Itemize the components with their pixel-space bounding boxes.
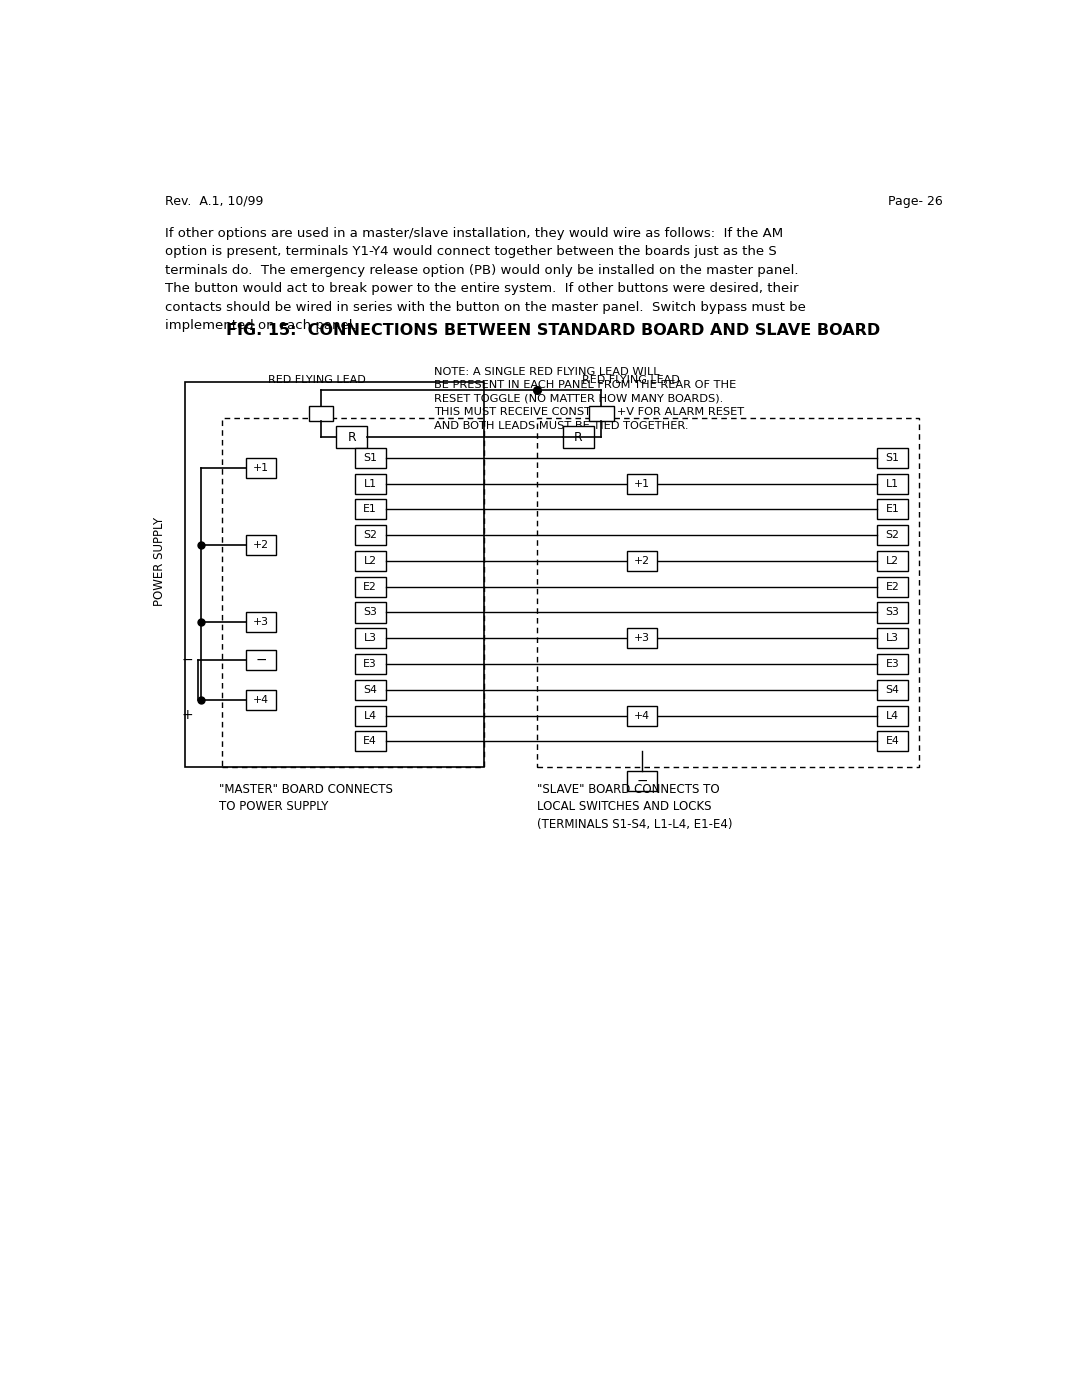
Text: S2: S2 [363, 531, 377, 541]
Bar [355, 602, 386, 623]
Bar [355, 629, 386, 648]
Bar [355, 680, 386, 700]
Text: L4: L4 [364, 711, 377, 721]
Text: +1: +1 [253, 462, 269, 472]
Bar [877, 654, 907, 673]
Bar [222, 418, 484, 767]
Text: L3: L3 [364, 633, 377, 643]
Text: If other options are used in a master/slave installation, they would wire as fol: If other options are used in a master/sl… [164, 226, 806, 332]
Text: RED FLYING LEAD: RED FLYING LEAD [268, 374, 366, 384]
Text: E1: E1 [886, 504, 900, 514]
Text: L3: L3 [886, 633, 899, 643]
Bar [245, 458, 276, 478]
Bar [186, 383, 484, 767]
Text: R: R [573, 430, 582, 444]
Bar [877, 474, 907, 493]
Text: L1: L1 [364, 479, 377, 489]
Text: E1: E1 [363, 504, 377, 514]
Bar [626, 629, 658, 648]
Bar [877, 550, 907, 571]
Bar [626, 550, 658, 571]
Text: +: + [181, 708, 193, 722]
Bar [355, 731, 386, 752]
Text: RED FLYING LEAD: RED FLYING LEAD [582, 374, 679, 384]
Text: +4: +4 [634, 711, 650, 721]
Bar [245, 690, 276, 710]
Text: S1: S1 [363, 453, 377, 462]
Text: Rev.  A.1, 10/99: Rev. A.1, 10/99 [164, 194, 264, 208]
Bar [336, 426, 367, 448]
Bar [355, 448, 386, 468]
Bar [877, 731, 907, 752]
Bar [355, 474, 386, 493]
Text: −: − [181, 652, 193, 666]
Bar [877, 448, 907, 468]
Bar [355, 500, 386, 520]
Text: +3: +3 [634, 633, 650, 643]
Bar [626, 705, 658, 725]
Text: POWER SUPPLY: POWER SUPPLY [152, 517, 165, 606]
Text: +3: +3 [253, 617, 269, 627]
Text: L1: L1 [886, 479, 899, 489]
Bar [355, 577, 386, 597]
Text: E2: E2 [363, 581, 377, 592]
Text: −: − [255, 652, 267, 666]
Text: FIG. 15:  CONNECTIONS BETWEEN STANDARD BOARD AND SLAVE BOARD: FIG. 15: CONNECTIONS BETWEEN STANDARD BO… [227, 323, 880, 338]
Text: +4: +4 [253, 694, 269, 704]
Text: L2: L2 [886, 556, 899, 566]
Text: −: − [636, 774, 648, 788]
Bar [877, 680, 907, 700]
Bar [877, 525, 907, 545]
Bar [877, 500, 907, 520]
Bar [626, 474, 658, 493]
Bar [877, 629, 907, 648]
Text: S3: S3 [363, 608, 377, 617]
Text: S4: S4 [886, 685, 900, 694]
Text: S2: S2 [886, 531, 900, 541]
Bar [626, 771, 658, 791]
Bar [245, 650, 276, 669]
Text: +2: +2 [253, 541, 269, 550]
Text: NOTE: A SINGLE RED FLYING LEAD WILL
BE PRESENT IN EACH PANEL FROM THE REAR OF TH: NOTE: A SINGLE RED FLYING LEAD WILL BE P… [434, 367, 744, 430]
Text: +1: +1 [634, 479, 650, 489]
Text: E2: E2 [886, 581, 900, 592]
Bar [877, 705, 907, 725]
Text: E3: E3 [886, 659, 900, 669]
Text: +2: +2 [634, 556, 650, 566]
Bar [355, 550, 386, 571]
Bar [355, 654, 386, 673]
Text: S4: S4 [363, 685, 377, 694]
Text: "SLAVE" BOARD CONNECTS TO
LOCAL SWITCHES AND LOCKS
(TERMINALS S1-S4, L1-L4, E1-E: "SLAVE" BOARD CONNECTS TO LOCAL SWITCHES… [537, 782, 732, 831]
Text: R: R [348, 430, 356, 444]
Bar [537, 418, 919, 767]
Text: "MASTER" BOARD CONNECTS
TO POWER SUPPLY: "MASTER" BOARD CONNECTS TO POWER SUPPLY [218, 782, 392, 813]
Bar [355, 705, 386, 725]
Text: L4: L4 [886, 711, 899, 721]
Bar [355, 525, 386, 545]
Bar [877, 602, 907, 623]
Text: E4: E4 [363, 736, 377, 746]
Bar [309, 405, 334, 420]
Text: E4: E4 [886, 736, 900, 746]
Text: L2: L2 [364, 556, 377, 566]
Text: E3: E3 [363, 659, 377, 669]
Bar [877, 577, 907, 597]
Bar [563, 426, 594, 448]
Text: S1: S1 [886, 453, 900, 462]
Bar [245, 612, 276, 633]
Text: S3: S3 [886, 608, 900, 617]
Bar [589, 405, 613, 420]
Bar [245, 535, 276, 555]
Text: Page- 26: Page- 26 [888, 194, 943, 208]
